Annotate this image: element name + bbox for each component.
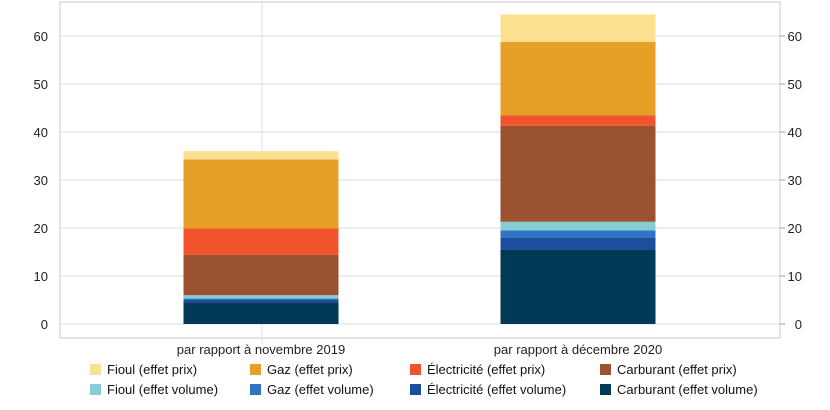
- chart-legend: Fioul (effet prix) Gaz (effet prix) Électr…: [90, 362, 810, 397]
- legend-item: Gaz (effet volume): [250, 382, 410, 397]
- y-tick-label-right: 10: [788, 269, 802, 284]
- legend-swatch: [600, 384, 611, 395]
- legend-swatch: [410, 364, 421, 375]
- y-tick-label-left: 30: [34, 173, 48, 188]
- legend-item: Carburant (effet volume): [600, 382, 800, 397]
- legend-item: Fioul (effet volume): [90, 382, 250, 397]
- y-tick-label-right: 0: [795, 317, 802, 332]
- legend-label: Électricité (effet prix): [427, 362, 546, 377]
- y-tick-label-left: 60: [34, 29, 48, 44]
- bar-segment-1-1: [183, 302, 339, 324]
- legend-label: Gaz (effet prix): [267, 362, 353, 377]
- y-tick-label-right: 40: [788, 125, 802, 140]
- bar-segment-2-5: [500, 125, 656, 222]
- legend-label: Gaz (effet volume): [267, 382, 374, 397]
- legend-label: Fioul (effet prix): [107, 362, 198, 377]
- legend-item: Carburant (effet prix): [600, 362, 800, 377]
- bar-segment-1-3: [183, 298, 339, 300]
- legend-swatch: [600, 364, 611, 375]
- bar-segment-2-3: [500, 230, 656, 238]
- y-tick-label-left: 40: [34, 125, 48, 140]
- legend-swatch: [410, 384, 421, 395]
- legend-item: Électricité (effet volume): [410, 382, 600, 397]
- y-tick-label-left: 20: [34, 221, 48, 236]
- legend-swatch: [90, 384, 101, 395]
- y-tick-label-right: 30: [788, 173, 802, 188]
- bar-segment-1-7: [183, 159, 339, 229]
- bar-segment-1-6: [183, 228, 339, 255]
- x-category-label: par rapport à décembre 2020: [494, 342, 662, 357]
- legend-item: Gaz (effet prix): [250, 362, 410, 377]
- legend-swatch: [250, 384, 261, 395]
- legend-item: Électricité (effet prix): [410, 362, 600, 377]
- bar-segment-1-4: [183, 295, 339, 299]
- y-tick-label-left: 0: [41, 317, 48, 332]
- bar-segment-2-8: [500, 14, 656, 42]
- legend-label: Électricité (effet volume): [427, 382, 567, 397]
- bar-segment-2-7: [500, 41, 656, 116]
- bar-segment-2-6: [500, 115, 656, 126]
- legend-label: Carburant (effet prix): [617, 362, 737, 377]
- bar-segment-2-4: [500, 221, 656, 231]
- bar-segment-1-5: [183, 254, 339, 296]
- x-category-label: par rapport à novembre 2019: [177, 342, 345, 357]
- plot-frame: [59, 1, 781, 339]
- y-tick-label-right: 20: [788, 221, 802, 236]
- legend-label: Carburant (effet volume): [617, 382, 758, 397]
- bar-segment-2-2: [500, 237, 656, 250]
- legend-swatch: [90, 364, 101, 375]
- bar-segment-1-2: [183, 300, 339, 303]
- y-tick-label-left: 50: [34, 77, 48, 92]
- bar-segment-1-8: [183, 151, 339, 160]
- legend-label: Fioul (effet volume): [107, 382, 219, 397]
- legend-item: Fioul (effet prix): [90, 362, 250, 377]
- y-tick-label-right: 50: [788, 77, 802, 92]
- y-tick-label-right: 60: [788, 29, 802, 44]
- bar-segment-2-1: [500, 249, 656, 324]
- y-tick-label-left: 10: [34, 269, 48, 284]
- legend-swatch: [250, 364, 261, 375]
